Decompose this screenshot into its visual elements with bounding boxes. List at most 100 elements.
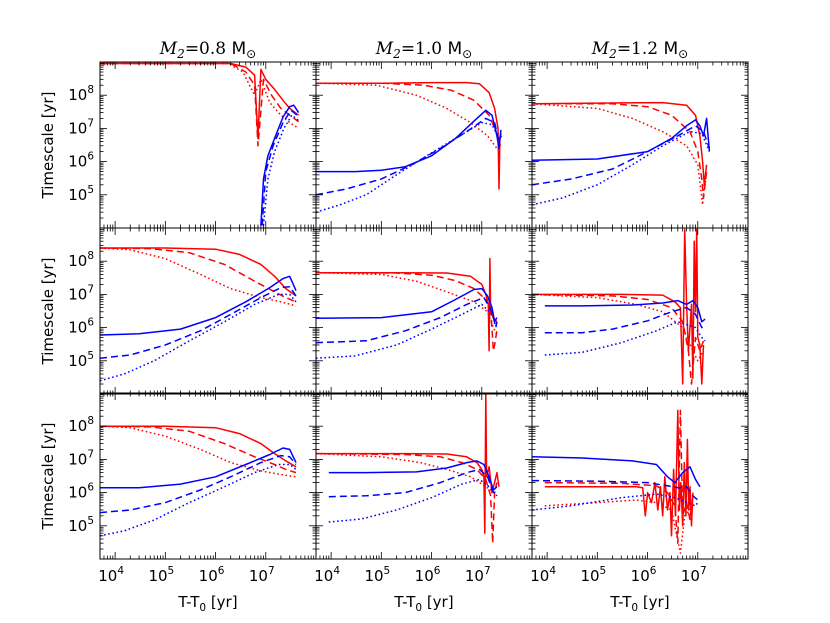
series-line-blue-dotted — [100, 293, 297, 382]
series-line-blue-solid — [260, 104, 300, 226]
series-line-red-dotted — [532, 293, 705, 362]
tick-label-exponent: 6 — [218, 565, 225, 577]
panel-series-r1c0 — [100, 247, 297, 382]
x-tick-label: 106 — [415, 565, 441, 585]
x-axis-label-unit: [yr] — [206, 593, 238, 611]
x-axis-label: T-T0 [yr] — [609, 593, 669, 614]
column-title-var: M — [375, 39, 394, 59]
series-line-blue-dotted — [532, 493, 699, 511]
series-line-blue-dashed — [532, 125, 711, 186]
column-title-sub: 2 — [176, 47, 185, 61]
tick-label-exponent: 4 — [117, 565, 124, 577]
column-title-sun-symbol: ⊙ — [462, 47, 472, 61]
panel-frame — [315, 227, 533, 395]
series-line-blue-dotted — [262, 114, 300, 226]
y-tick-label: 108 — [68, 415, 94, 435]
tick-label-base: 10 — [314, 567, 333, 585]
series-line-blue-solid — [100, 447, 297, 489]
tick-label-base: 10 — [465, 567, 484, 585]
series-line-red-solid — [544, 409, 694, 537]
tick-label-base: 10 — [148, 567, 167, 585]
series-line-red-solid — [316, 81, 503, 190]
x-axis-label-unit: [yr] — [422, 593, 454, 611]
tick-label-exponent: 5 — [384, 565, 391, 577]
tick-label-base: 10 — [580, 567, 599, 585]
x-tick-label: 104 — [530, 565, 556, 585]
panel-frame — [99, 227, 317, 395]
series-line-blue-dashed — [328, 468, 498, 498]
x-tick-label: 106 — [199, 565, 225, 585]
series-line-red-solid — [532, 228, 705, 385]
column-title-value: =0.8 — [185, 39, 226, 59]
column-title-sub: 2 — [608, 47, 617, 61]
x-tick-label: 107 — [681, 565, 707, 585]
panel-series-r0c1 — [316, 81, 503, 213]
tick-label-base: 10 — [68, 450, 87, 468]
tick-label-exponent: 7 — [700, 565, 707, 577]
x-axis-label-unit: [yr] — [638, 593, 670, 611]
x-tick-label: 105 — [364, 565, 390, 585]
series-line-blue-dotted — [100, 463, 297, 537]
tick-label-exponent: 8 — [87, 415, 94, 427]
tick-label-base: 10 — [68, 252, 87, 270]
series-line-red-dotted — [100, 425, 297, 478]
panel-frame — [531, 392, 749, 560]
x-axis-label-main: T-T — [177, 593, 200, 611]
x-axis-label-sub: 0 — [199, 602, 206, 614]
tick-label-exponent: 5 — [600, 565, 607, 577]
series-line-red-dashed — [532, 293, 705, 385]
tick-label-base: 10 — [631, 567, 650, 585]
column-title-value: =1.0 — [401, 39, 442, 59]
tick-label-exponent: 8 — [87, 250, 94, 262]
series-line-red-dashed — [316, 82, 503, 147]
series-line-blue-dotted — [328, 478, 498, 523]
series-line-red-dotted — [100, 62, 300, 130]
tick-label-base: 10 — [68, 86, 87, 104]
tick-label-base: 10 — [415, 567, 434, 585]
tick-label-exponent: 7 — [87, 448, 94, 460]
series-line-blue-dotted — [544, 321, 706, 356]
panel-frame — [531, 61, 749, 229]
tick-label-base: 10 — [68, 186, 87, 204]
tick-label-exponent: 6 — [87, 151, 94, 163]
tick-label-exponent: 6 — [87, 482, 94, 494]
y-tick-label: 106 — [68, 317, 94, 337]
series-line-blue-dotted — [532, 130, 711, 206]
series-line-red-dotted — [100, 247, 297, 307]
tick-label-base: 10 — [68, 417, 87, 435]
column-title: M2=1.0 M⊙ — [375, 39, 472, 61]
panel-frame — [315, 392, 533, 560]
series-line-blue-dashed — [100, 285, 297, 359]
x-tick-label: 104 — [98, 565, 124, 585]
series-line-blue-solid — [532, 117, 711, 161]
series-line-blue-solid — [328, 460, 498, 491]
x-tick-label: 107 — [465, 565, 491, 585]
series-line-blue-solid — [532, 456, 701, 488]
panel-series-r1c2 — [532, 228, 706, 385]
series-line-red-solid — [532, 101, 708, 186]
panel-frames-layer — [99, 61, 749, 560]
y-axis-label: Timescale [yr] — [39, 92, 57, 200]
series-line-blue-solid — [316, 287, 498, 323]
series-line-red-dashed — [316, 271, 498, 352]
series-line-red-dashed — [100, 247, 297, 303]
series-line-blue-dotted — [316, 303, 498, 359]
ticks-layer — [99, 61, 749, 560]
tick-label-exponent: 8 — [87, 84, 94, 96]
x-tick-label: 105 — [580, 565, 606, 585]
tick-label-exponent: 7 — [87, 117, 94, 129]
tick-label-base: 10 — [68, 517, 87, 535]
x-tick-label: 105 — [148, 565, 174, 585]
tick-label-exponent: 4 — [549, 565, 556, 577]
series-line-blue-dotted — [316, 121, 502, 213]
panel-series-r0c2 — [532, 101, 711, 206]
y-tick-label: 107 — [68, 283, 94, 303]
tick-label-exponent: 7 — [87, 283, 94, 295]
y-tick-label: 105 — [68, 350, 94, 370]
tick-label-exponent: 6 — [87, 317, 94, 329]
series-line-blue-dashed — [316, 296, 498, 344]
tick-label-exponent: 6 — [650, 565, 657, 577]
series-layer — [100, 62, 711, 554]
tick-label-base: 10 — [68, 119, 87, 137]
series-line-blue-dashed — [544, 306, 706, 334]
